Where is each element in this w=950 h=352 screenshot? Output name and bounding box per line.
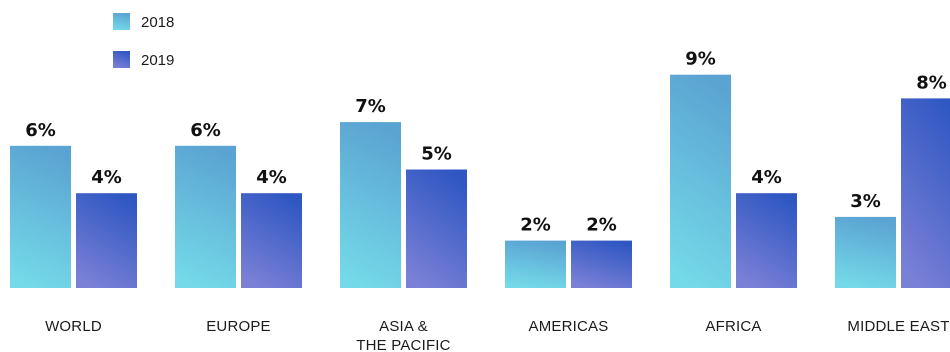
category-label-americas: AMERICAS (529, 318, 609, 335)
value-label-europe-2019: 4% (256, 167, 287, 188)
value-label-europe-2018: 6% (190, 120, 221, 141)
legend-label-2018: 2018 (141, 14, 174, 31)
legend-swatch-2018 (113, 13, 130, 30)
value-label-americas-2019: 2% (586, 215, 617, 236)
value-label-middle-east-2019: 8% (916, 72, 947, 93)
bars-group (10, 74, 950, 289)
value-label-asia-the-pacific-2018: 7% (355, 96, 386, 117)
value-label-asia-the-pacific-2019: 5% (421, 144, 452, 165)
category-label-asia-the-pacific: ASIA & THE PACIFIC (356, 318, 450, 352)
bar-middle-east-2019 (901, 98, 950, 289)
bar-world-2019 (76, 193, 137, 288)
bar-asia-the-pacific-2018 (340, 122, 401, 288)
legend-swatch-2019 (113, 51, 130, 68)
category-label-middle-east: MIDDLE EAST (847, 318, 949, 335)
value-label-world-2019: 4% (91, 167, 122, 188)
category-label-africa: AFRICA (705, 318, 761, 335)
bar-europe-2019 (241, 193, 302, 288)
value-labels-group: 6% 4% 6% 4% 7% 5% 2% 2% 9% 4% 3% 8% (25, 49, 947, 236)
category-label-world: WORLD (45, 318, 102, 335)
category-labels-group: WORLD EUROPE ASIA & THE PACIFIC AMERICAS AFRI… (45, 318, 949, 352)
value-label-africa-2018: 9% (685, 49, 716, 70)
value-label-americas-2018: 2% (520, 215, 551, 236)
value-label-world-2018: 6% (25, 120, 56, 141)
bar-middle-east-2018 (835, 216, 896, 288)
bar-americas-2018 (505, 240, 566, 288)
value-label-africa-2019: 4% (751, 167, 782, 188)
legend-label-2019: 2019 (141, 52, 174, 69)
legend: 2018 2019 (113, 13, 174, 69)
value-label-middle-east-2018: 3% (850, 191, 881, 212)
bar-world-2018 (10, 145, 71, 288)
bar-asia-the-pacific-2019 (406, 169, 467, 288)
bar-africa-2018 (670, 74, 731, 288)
bar-africa-2019 (736, 193, 797, 288)
bar-europe-2018 (175, 145, 236, 288)
bar-americas-2019 (571, 240, 632, 288)
category-label-europe: EUROPE (206, 318, 271, 335)
